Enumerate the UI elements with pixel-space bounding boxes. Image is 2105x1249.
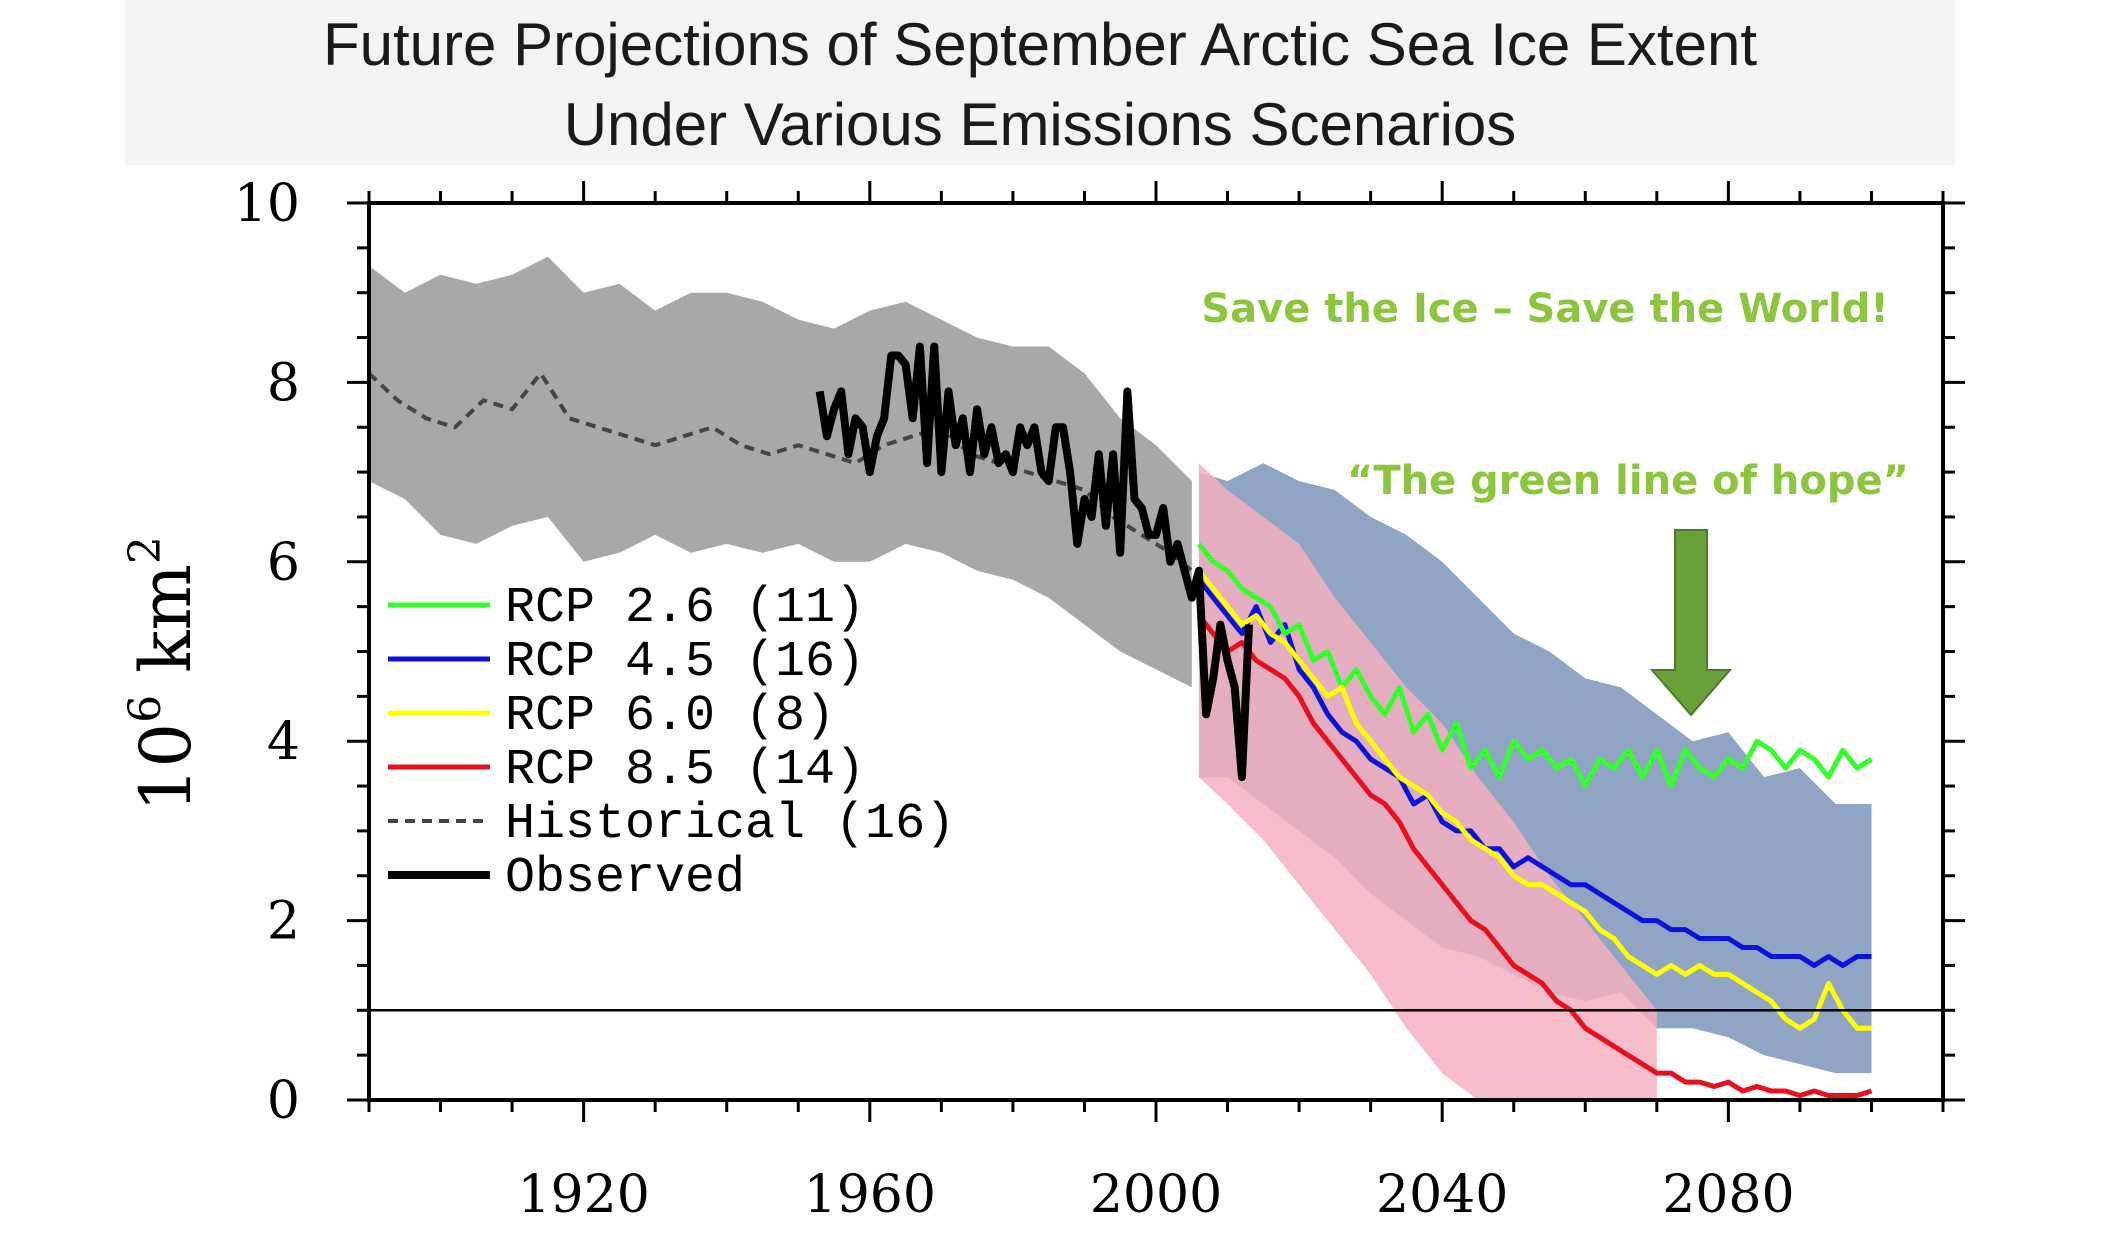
rcp85-legend-label: RCP 8.5 (14): [505, 742, 865, 799]
rcp45-series-line: [1196, 578, 1872, 968]
axis-ticks: [347, 181, 1965, 1122]
x-tick-label: 1920: [517, 1165, 649, 1225]
historical-spread-band: [369, 256, 1192, 688]
y-tick-label: 2: [267, 892, 300, 952]
legend: RCP 2.6 (11)RCP 4.5 (16)RCP 6.0 (8)RCP 8…: [388, 580, 955, 907]
x-tick-label: 2040: [1376, 1165, 1508, 1225]
y-tick-label: 4: [267, 712, 300, 772]
y-tick-label: 6: [267, 533, 300, 593]
chart-title-line1: Future Projections of September Arctic S…: [322, 11, 1758, 78]
y-tick-label: 0: [267, 1071, 300, 1131]
chart-title-line2: Under Various Emissions Scenarios: [563, 91, 1517, 158]
down-arrow-icon: [1649, 529, 1733, 717]
rcp45-spread-band: [1198, 463, 1872, 1074]
slogan-annotation: Save the Ice – Save the World!: [1201, 286, 1888, 332]
green-line-of-hope-annotation: “The green line of hope”: [1347, 458, 1909, 504]
observed-series-line: [815, 342, 1253, 782]
rcp60-legend-label: RCP 6.0 (8): [505, 688, 835, 745]
title-background: [125, 0, 1955, 165]
axis-tick-labels: 1920 1960 2000 2040 2080 0 2 4 6 8 10: [234, 174, 1795, 1225]
x-tick-label: 2000: [1090, 1165, 1222, 1225]
rcp85-spread-band: [1198, 463, 1657, 1101]
rcp26-legend-label: RCP 2.6 (11): [505, 580, 865, 637]
y-tick-label: 8: [267, 353, 300, 413]
historical-series-line: [367, 371, 1194, 573]
y-tick-label: 10: [234, 174, 300, 234]
series-lines: [367, 342, 1873, 1098]
rcp26-series-line: [1196, 542, 1873, 789]
x-tick-label: 2080: [1662, 1165, 1794, 1225]
rcp85-series-line: [1196, 614, 1873, 1098]
rcp60-series-line: [1196, 569, 1872, 1031]
rcp45-legend-label: RCP 4.5 (16): [505, 634, 865, 691]
y-axis-label: 106km2: [120, 536, 207, 812]
x-tick-label: 1960: [804, 1165, 936, 1225]
historical-legend-label: Historical (16): [505, 796, 955, 853]
spread-bands: [369, 256, 1872, 1101]
observed-legend-label: Observed: [505, 850, 745, 907]
